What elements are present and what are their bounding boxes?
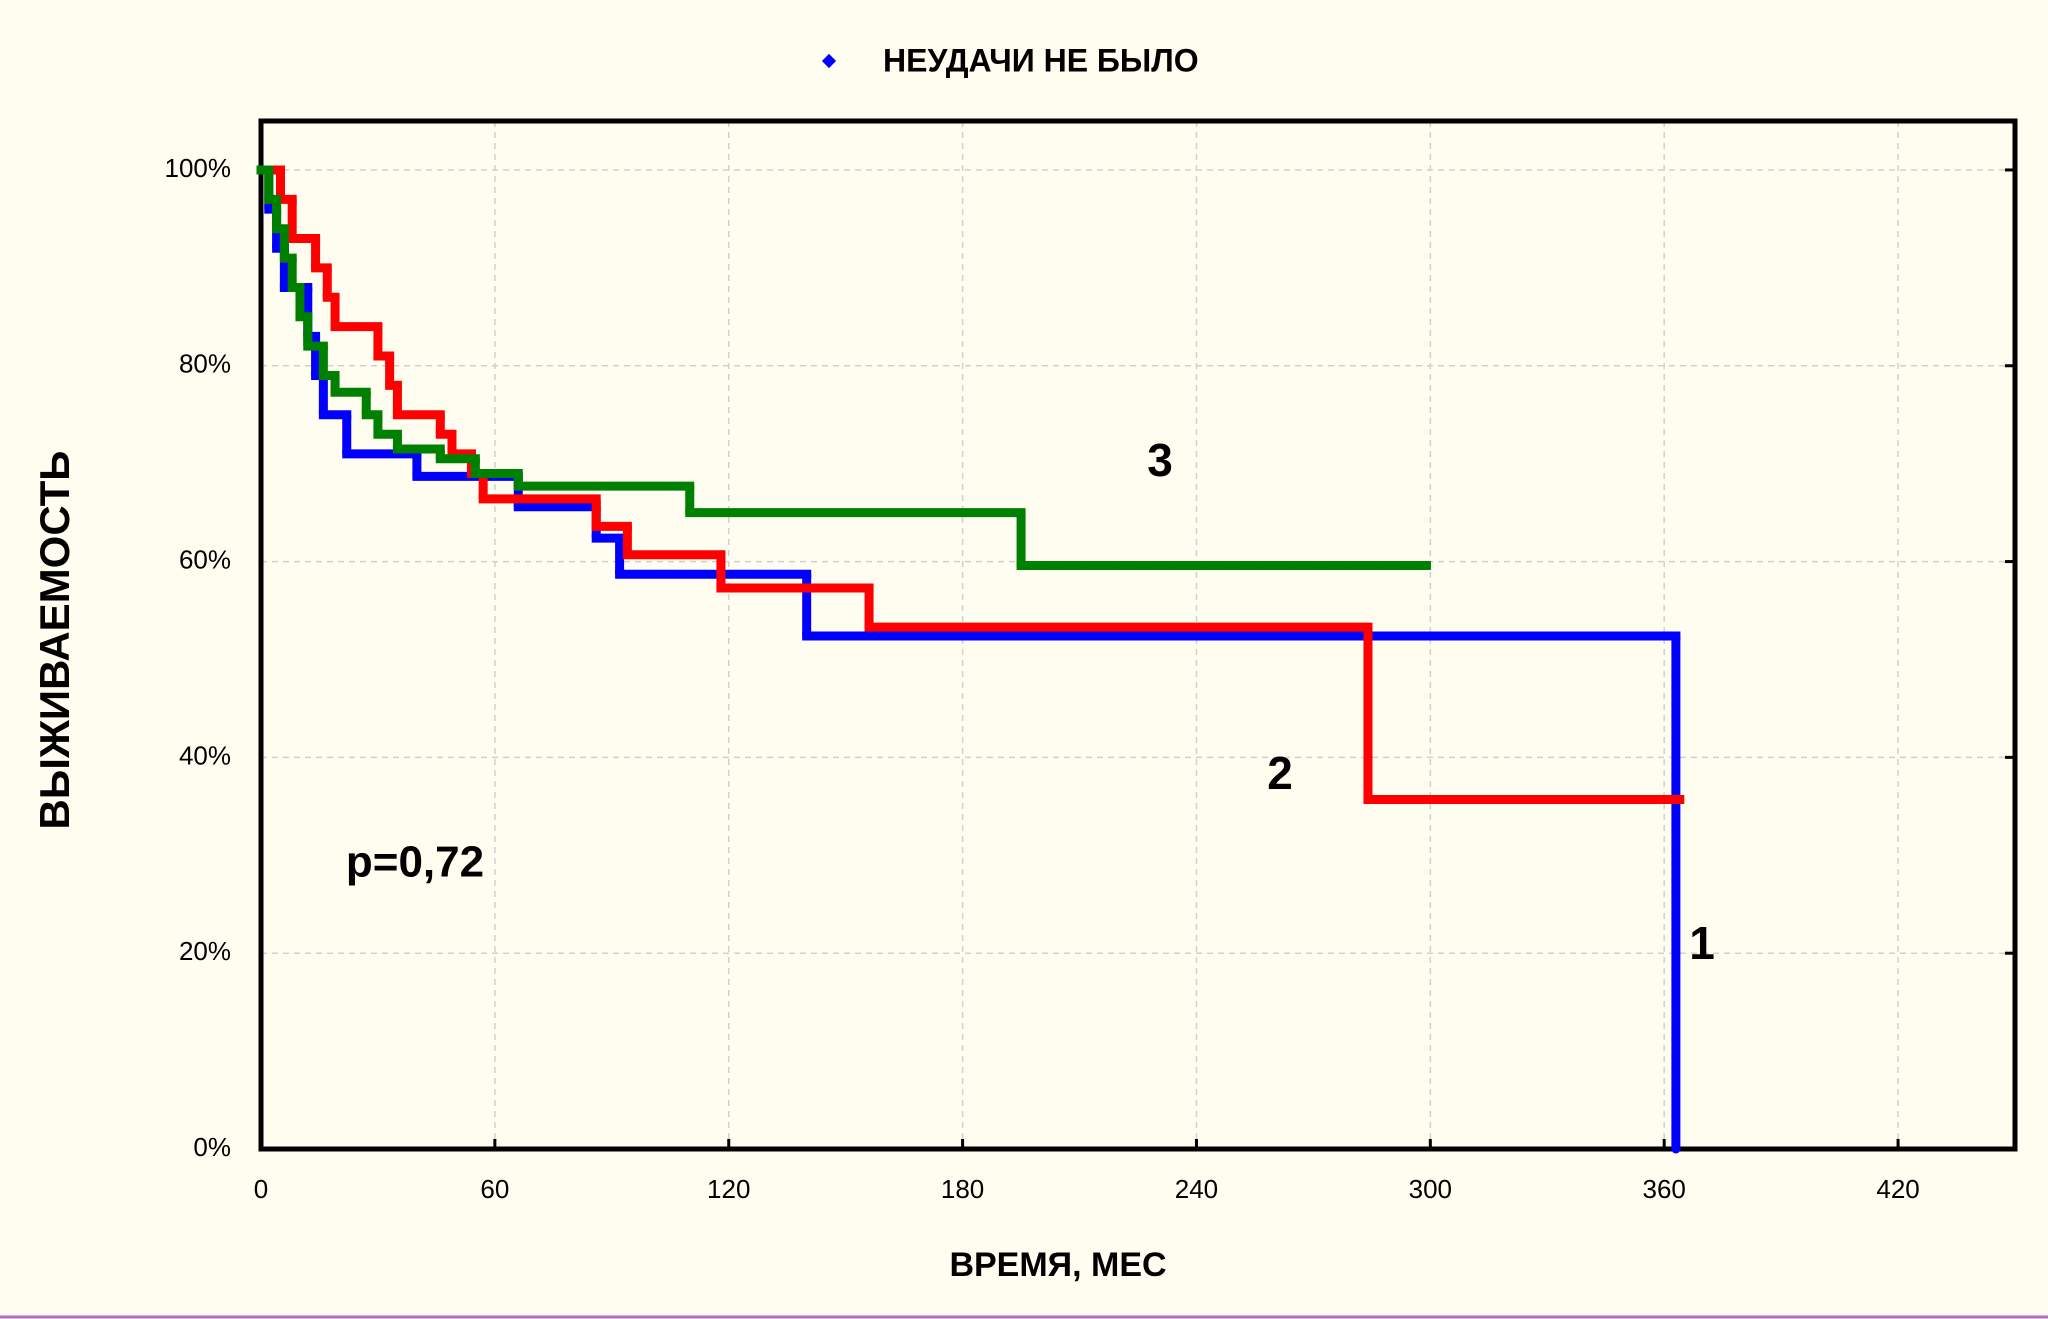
legend-label: НЕУДАЧИ НЕ БЫЛО xyxy=(883,42,1199,78)
x-tick-label: 120 xyxy=(707,1174,750,1204)
y-tick-label: 100% xyxy=(165,153,232,183)
x-tick-label: 360 xyxy=(1643,1174,1686,1204)
curve-label: 1 xyxy=(1689,917,1715,969)
x-tick-label: 420 xyxy=(1876,1174,1919,1204)
y-tick-label: 40% xyxy=(179,740,231,770)
plot-frame xyxy=(258,118,2018,1152)
end-point xyxy=(1675,794,1685,804)
y-axis-label: ВЫЖИВАЕМОСТЬ xyxy=(31,451,78,830)
y-tick-label: 20% xyxy=(179,936,231,966)
y-tick-label: 80% xyxy=(179,349,231,379)
end-point xyxy=(1671,1144,1681,1154)
p-value: p=0,72 xyxy=(346,838,484,887)
x-tick-label: 180 xyxy=(941,1174,984,1204)
curve-label: 3 xyxy=(1147,434,1173,486)
x-tick-label: 240 xyxy=(1175,1174,1218,1204)
y-tick-label: 0% xyxy=(193,1132,231,1162)
y-tick-label: 60% xyxy=(179,544,231,574)
x-tick-label: 60 xyxy=(480,1174,509,1204)
end-point xyxy=(1421,560,1431,570)
x-tick-label: 300 xyxy=(1409,1174,1452,1204)
x-tick-label: 0 xyxy=(254,1174,268,1204)
legend-marker xyxy=(821,53,837,69)
x-axis-label: ВРЕМЯ, МЕС xyxy=(949,1246,1166,1284)
curve-label: 2 xyxy=(1267,747,1293,799)
